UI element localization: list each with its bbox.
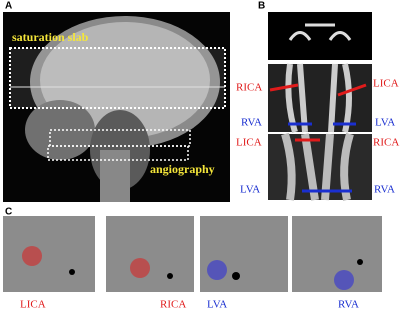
vessel-label: RVA <box>374 184 395 196</box>
angiogram-images <box>268 12 372 201</box>
panel-label: C <box>5 207 12 218</box>
vessel-label: RICA <box>236 82 262 94</box>
vessel-label: LICA <box>373 78 399 90</box>
vessel-label: LVA <box>375 117 395 129</box>
vessel-label: LICA <box>236 137 262 149</box>
vessel-label: RVA <box>241 117 262 129</box>
slab-box <box>9 47 226 109</box>
vessel-label: LICA <box>20 299 46 311</box>
angio-box <box>49 129 191 147</box>
annotation: angiography <box>150 162 215 176</box>
vessel-label: RVA <box>338 299 359 311</box>
angio-box <box>47 145 189 161</box>
vessel-label: LVA <box>240 184 260 196</box>
panel-label: B <box>258 1 265 12</box>
annotation: saturation slab <box>12 30 89 44</box>
vessel-label: LVA <box>207 299 227 311</box>
flow-images <box>3 216 382 292</box>
vessel-label: RICA <box>373 137 399 149</box>
vessel-label: RICA <box>160 299 186 311</box>
vessel-markers <box>269 83 367 193</box>
panel-label: A <box>5 1 12 12</box>
